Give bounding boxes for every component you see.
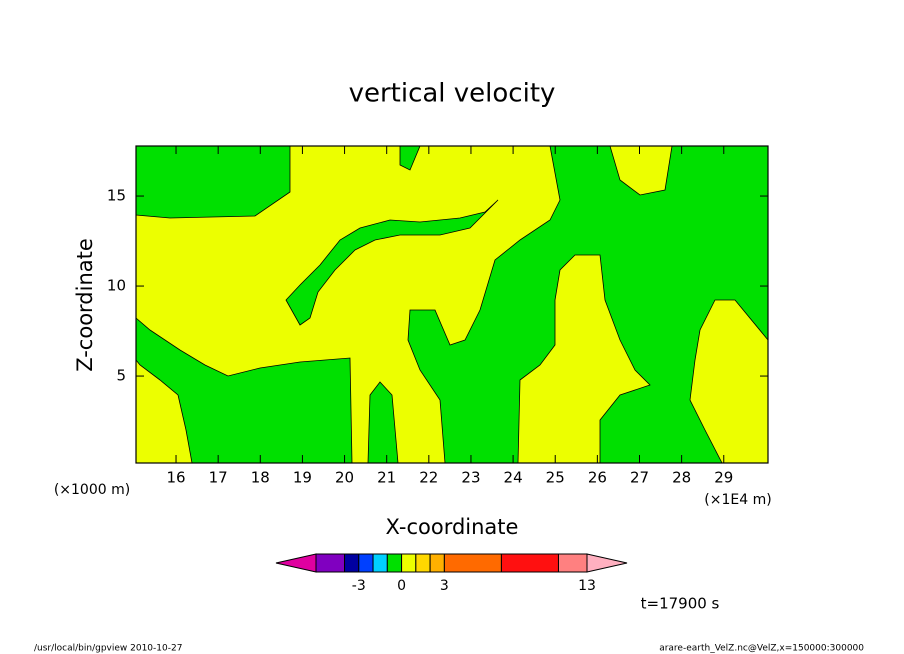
x-tick-label: 22 — [419, 469, 438, 487]
colorbar-extend — [586, 553, 628, 573]
colorbar-segment — [358, 553, 374, 573]
chart-title: vertical velocity — [349, 79, 556, 109]
colorbar-tick-label: 13 — [578, 578, 596, 594]
colorbar-extend — [275, 553, 317, 573]
x-tick-label: 29 — [714, 469, 733, 487]
x-tick-label: 18 — [251, 469, 270, 487]
x-unit-label: (×1E4 m) — [704, 492, 771, 508]
x-tick-label: 21 — [377, 469, 396, 487]
colorbar-segment — [344, 553, 360, 573]
colorbar-tick-label: 3 — [440, 578, 449, 594]
contour-region — [135, 317, 353, 464]
colorbar-tick-label: 0 — [397, 578, 406, 594]
plot-frame — [135, 145, 769, 464]
x-tick-label: 19 — [293, 469, 312, 487]
footer-left: /usr/local/bin/gpview 2010-10-27 — [34, 644, 182, 654]
x-unit-label: (×1000 m) — [54, 482, 130, 498]
contour-region — [407, 145, 769, 464]
colorbar-segment — [415, 553, 431, 573]
x-tick-label: 20 — [335, 469, 354, 487]
y-tick-label: 5 — [116, 367, 126, 385]
x-tick-label: 24 — [504, 469, 523, 487]
colorbar-segment — [443, 553, 502, 573]
x-axis-title: X-coordinate — [386, 515, 519, 539]
x-tick-label: 16 — [166, 469, 185, 487]
colorbar-segment — [429, 553, 445, 573]
colorbar-segment — [372, 553, 388, 573]
colorbar-segment — [500, 553, 559, 573]
colorbar-segment — [401, 553, 417, 573]
contour-field — [135, 145, 769, 464]
y-axis-title: Z-coordinate — [73, 238, 97, 372]
x-tick-label: 27 — [630, 469, 649, 487]
x-tick-label: 28 — [672, 469, 691, 487]
contour-region — [285, 199, 499, 326]
time-label: t=17900 s — [641, 595, 720, 613]
colorbar-segment — [315, 553, 346, 573]
footer-right: arare-earth_VelZ.nc@VelZ,x=150000:300000 — [659, 644, 864, 654]
colorbar-tick-label: -3 — [352, 578, 366, 594]
y-tick-label: 15 — [107, 187, 126, 205]
x-tick-label: 26 — [588, 469, 607, 487]
x-tick-label: 23 — [461, 469, 480, 487]
contour-region — [135, 145, 291, 219]
colorbar-segment — [386, 553, 403, 573]
colorbar-segment — [557, 553, 588, 573]
y-tick-label: 10 — [107, 277, 126, 295]
x-tick-label: 17 — [209, 469, 228, 487]
x-tick-label: 25 — [546, 469, 565, 487]
